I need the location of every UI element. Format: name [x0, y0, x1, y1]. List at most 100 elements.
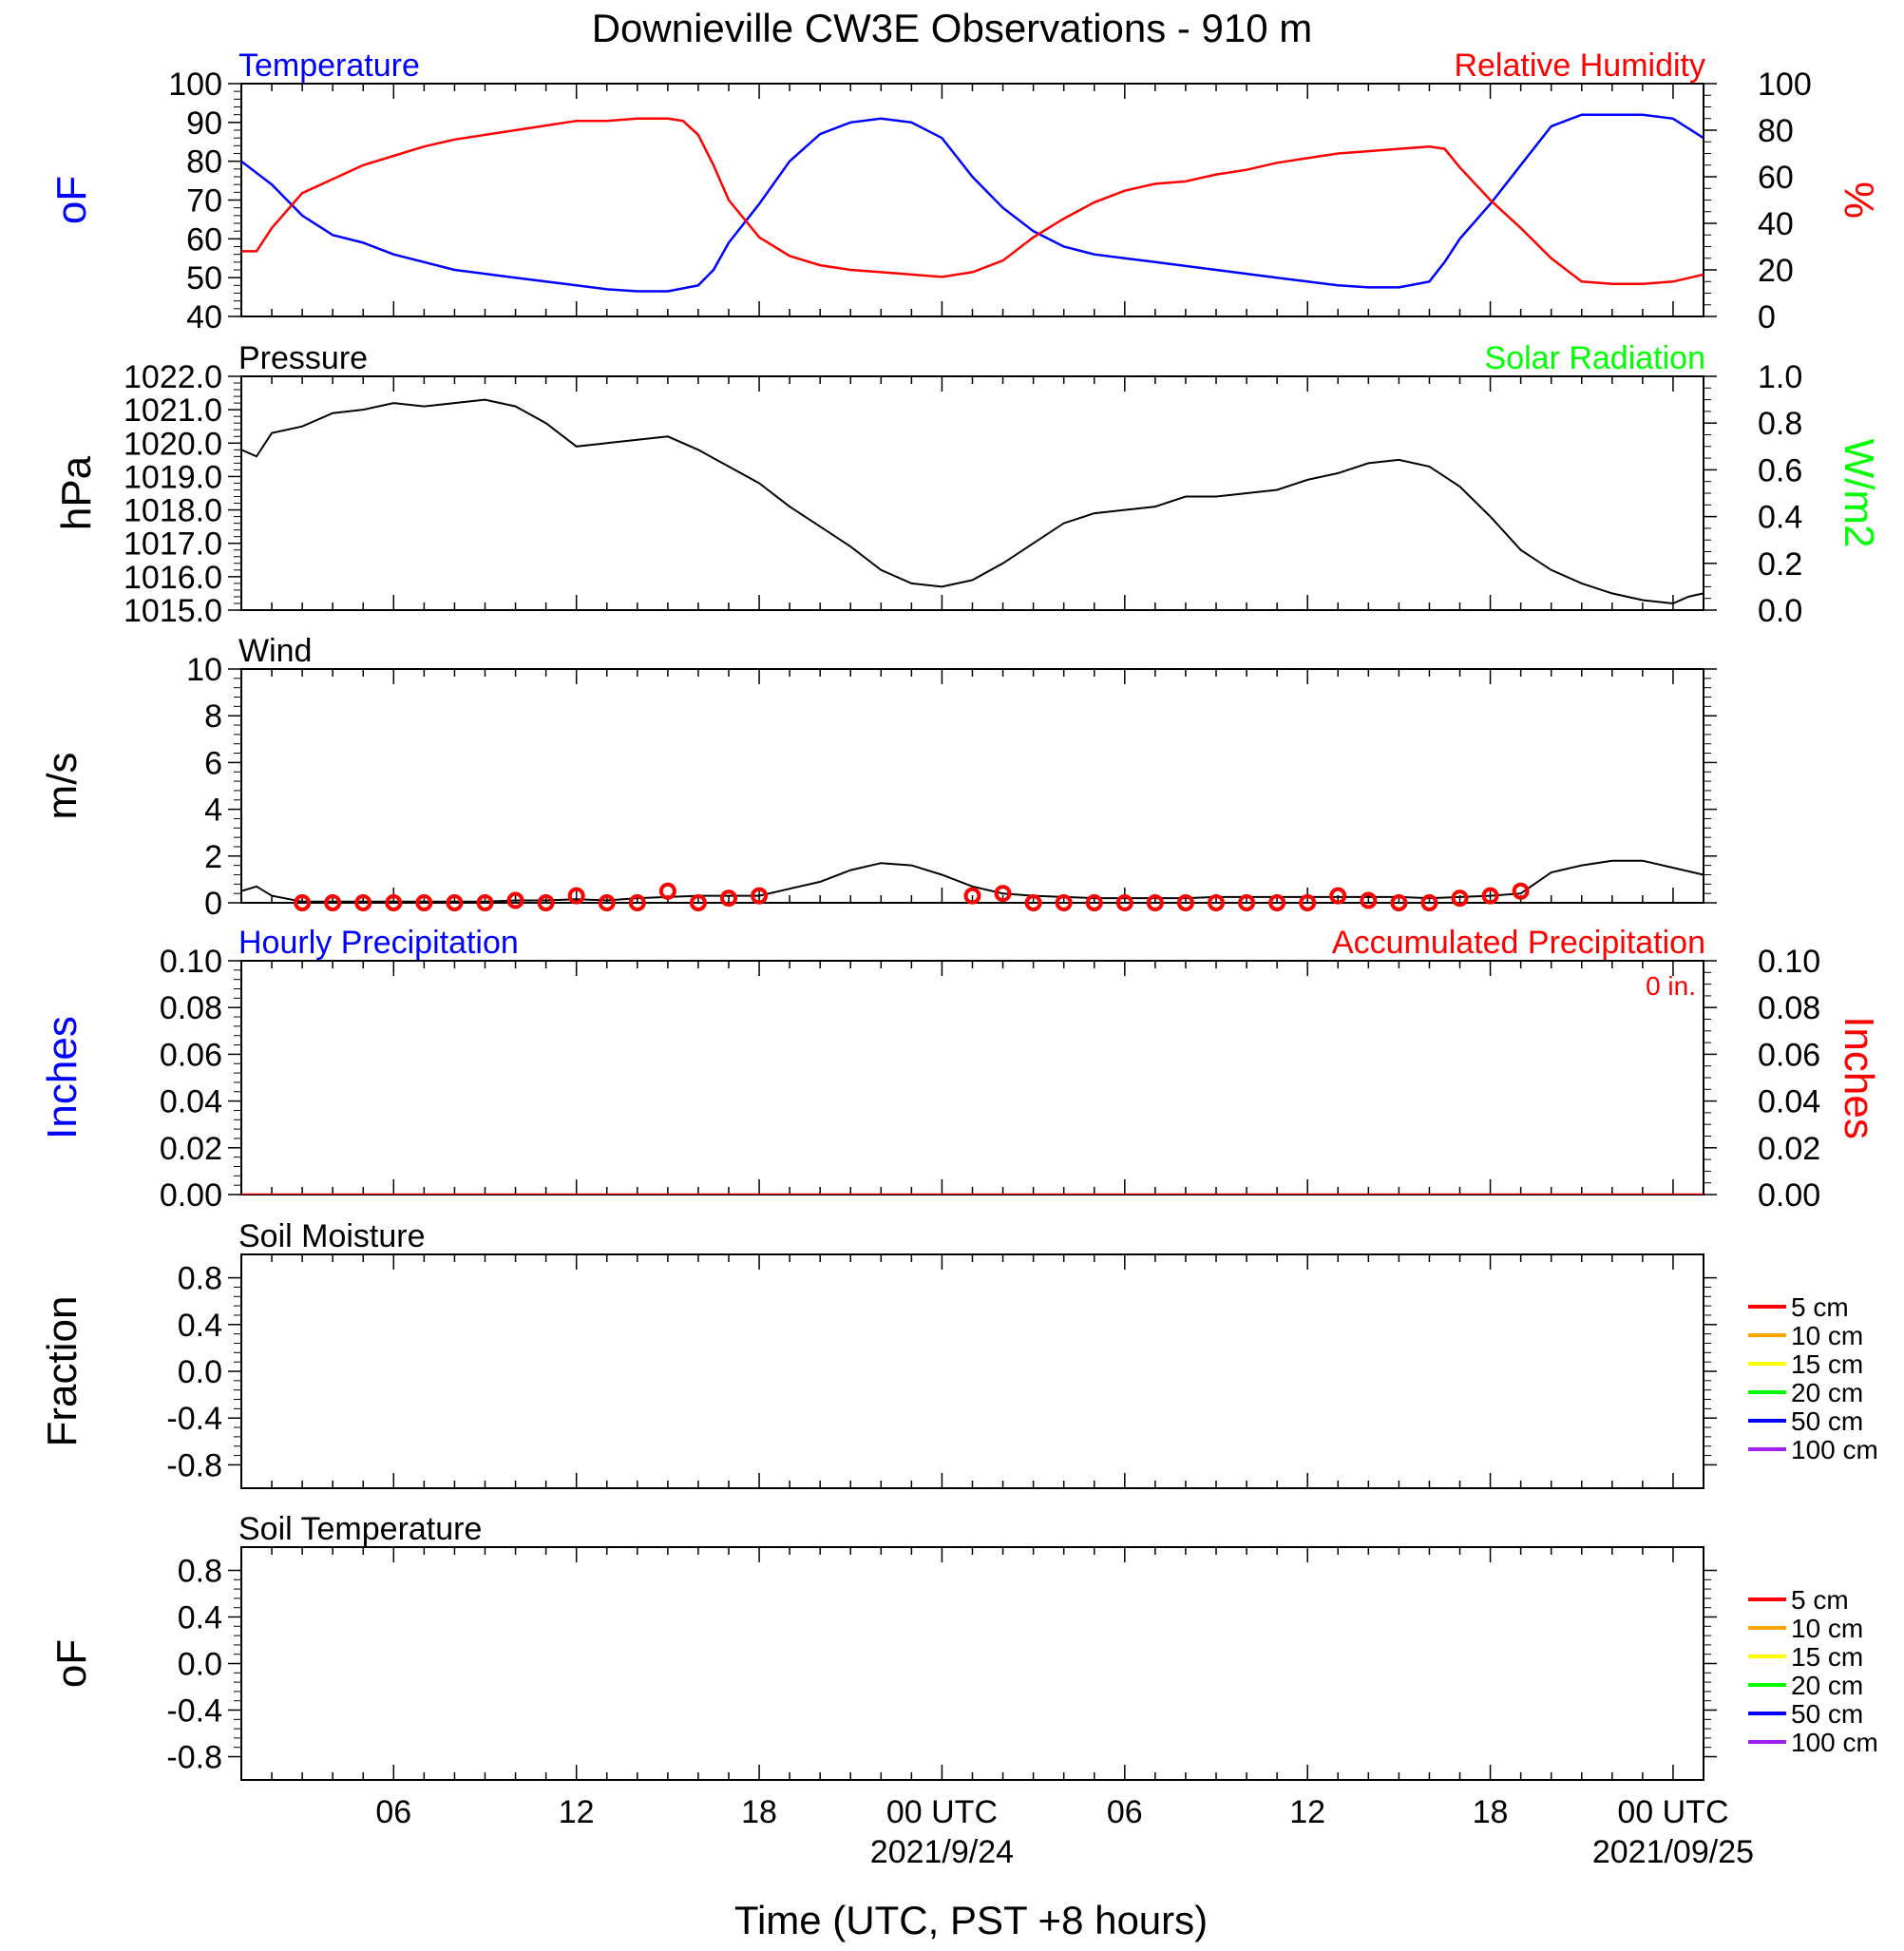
y-tick-label-left: 40: [186, 299, 222, 335]
y-axis-label-left: m/s: [39, 753, 86, 820]
panel-wind: 0 2 4 6 8 10 Wind m/s: [39, 633, 1717, 922]
wind-marker: [1481, 887, 1499, 905]
y-tick-label-right: 1.0: [1758, 359, 1802, 395]
x-tick-label: 12: [1289, 1794, 1325, 1830]
wind-marker: [720, 889, 737, 908]
panel-precipitation: 0.00 0.02 0.04 0.06 0.08 0.10 0.00 0.02 0.04 0.06…: [39, 925, 1882, 1214]
y-tick-label-left: 1020.0: [124, 426, 222, 462]
legend-label: 5 cm: [1791, 1585, 1849, 1615]
x-tick-sublabel: 2021/9/24: [870, 1834, 1014, 1870]
x-tick-sublabel: 2021/09/25: [1592, 1834, 1754, 1870]
y-tick-label-left: -0.4: [166, 1693, 222, 1730]
y-tick-label-right: 0.6: [1758, 452, 1802, 488]
wind-marker: [506, 891, 524, 909]
y-tick-label-left: 0.06: [160, 1037, 222, 1073]
legend-label: 5 cm: [1791, 1292, 1849, 1322]
y-tick-label-right: 0.00: [1758, 1177, 1820, 1214]
series-line-0: [241, 113, 1704, 293]
y-axis-label-left: Fraction: [39, 1296, 86, 1447]
legend-label: 20 cm: [1791, 1671, 1863, 1700]
y-tick-label-right: 0.8: [1758, 406, 1802, 442]
legend-label: 20 cm: [1791, 1378, 1863, 1407]
y-tick-label-left: 1017.0: [124, 526, 222, 563]
y-tick-label-right: 0.0: [1758, 593, 1802, 629]
y-tick-label-left: 8: [204, 698, 222, 735]
y-axis-label-left: oF: [48, 1639, 95, 1688]
y-tick-label-right: 0.10: [1758, 944, 1820, 980]
panel-title-right: Accumulated Precipitation: [1332, 925, 1705, 961]
wind-marker: [598, 894, 616, 911]
y-tick-label-right: 80: [1758, 113, 1794, 149]
wind-marker: [446, 894, 464, 911]
panel-frame: [240, 83, 1704, 317]
y-tick-label-left: -0.4: [166, 1401, 222, 1437]
wind-marker: [1268, 894, 1286, 911]
legend-label: 100 cm: [1791, 1435, 1878, 1464]
y-tick-label-left: 70: [186, 183, 222, 220]
legend-label: 15 cm: [1791, 1642, 1863, 1672]
panel-title-left: Soil Moisture: [238, 1218, 426, 1254]
panel-title-left: Temperature: [238, 48, 420, 84]
y-tick-label-right: 100: [1758, 67, 1812, 103]
y-tick-label-left: 0.10: [160, 944, 222, 980]
y-tick-label-right: 0.04: [1758, 1084, 1820, 1120]
y-axis-label-left: oF: [48, 176, 95, 224]
y-axis-label-right: W/m2: [1836, 439, 1882, 548]
x-tick-label: 00 UTC: [886, 1794, 998, 1830]
panel-title-left: Wind: [238, 633, 312, 669]
wind-marker: [1208, 894, 1225, 911]
y-tick-label-left: 0.00: [160, 1177, 222, 1214]
y-tick-label-right: 20: [1758, 253, 1794, 289]
y-axis-label-right: %: [1836, 182, 1882, 219]
panel-title-right: Relative Humidity: [1454, 48, 1705, 84]
x-tick-label: 18: [1473, 1794, 1509, 1830]
y-tick-label-left: -0.8: [166, 1740, 222, 1776]
y-axis-label-left: Inches: [39, 1016, 86, 1139]
x-tick-label: 18: [741, 1794, 777, 1830]
wind-marker: [1238, 894, 1256, 911]
y-tick-label-left: 2: [204, 839, 222, 875]
series-line-1: [241, 117, 1704, 285]
y-tick-label-left: 0.4: [178, 1600, 222, 1636]
y-tick-label-left: 1015.0: [124, 593, 222, 629]
y-tick-label-left: 80: [186, 144, 222, 181]
wind-marker: [1329, 887, 1347, 905]
wind-marker: [476, 894, 494, 911]
wind-marker: [1024, 894, 1042, 911]
wind-marker: [1451, 889, 1469, 908]
y-tick-label-right: 0.08: [1758, 990, 1820, 1026]
y-tick-label-left: 50: [186, 260, 222, 296]
legend-label: 15 cm: [1791, 1349, 1863, 1379]
series-line-0: [241, 398, 1704, 605]
wind-marker: [1055, 894, 1073, 911]
panel-frame: [240, 960, 1704, 1195]
y-tick-label-left: 1022.0: [124, 359, 222, 395]
wind-marker: [658, 882, 676, 900]
wind-marker: [354, 894, 372, 911]
wind-marker: [567, 887, 585, 905]
y-axis-label-left: hPa: [53, 455, 100, 530]
y-tick-label-left: 0.8: [178, 1554, 222, 1590]
y-tick-label-right: 0.02: [1758, 1131, 1820, 1167]
wind-marker: [751, 887, 769, 905]
wind-marker: [1420, 894, 1438, 911]
wind-marker: [1146, 894, 1164, 911]
panel-pressure: 1015.01016.01017.01018.01019.01020.01021…: [53, 340, 1882, 629]
wind-marker: [324, 894, 342, 911]
y-tick-label-left: 100: [168, 67, 222, 103]
panel-title-left: Pressure: [238, 340, 368, 376]
y-tick-label-right: 0.4: [1758, 500, 1802, 536]
wind-marker: [537, 894, 555, 911]
x-axis-label: Time (UTC, PST +8 hours): [734, 1898, 1208, 1942]
y-tick-label-left: 0: [204, 886, 222, 922]
panel-soil_moisture: -0.8 -0.4 0.0 0.4 0.8 Soil Moisture Fraction 5 …: [39, 1218, 1878, 1489]
y-tick-label-left: 0.0: [178, 1647, 222, 1683]
y-tick-label-left: 0.8: [178, 1261, 222, 1297]
wind-marker: [1390, 894, 1408, 911]
annotation: 0 in.: [1646, 971, 1696, 1001]
x-tick-label: 06: [375, 1794, 411, 1830]
chart-title: Downieville CW3E Observations - 910 m: [592, 6, 1313, 50]
legend-label: 10 cm: [1791, 1321, 1863, 1350]
